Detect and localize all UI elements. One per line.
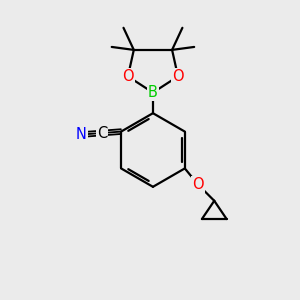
Text: B: B (148, 85, 158, 100)
Text: O: O (172, 69, 184, 84)
Text: N: N (76, 127, 87, 142)
Text: O: O (122, 69, 134, 84)
Text: C: C (97, 126, 107, 141)
Text: O: O (192, 177, 204, 192)
